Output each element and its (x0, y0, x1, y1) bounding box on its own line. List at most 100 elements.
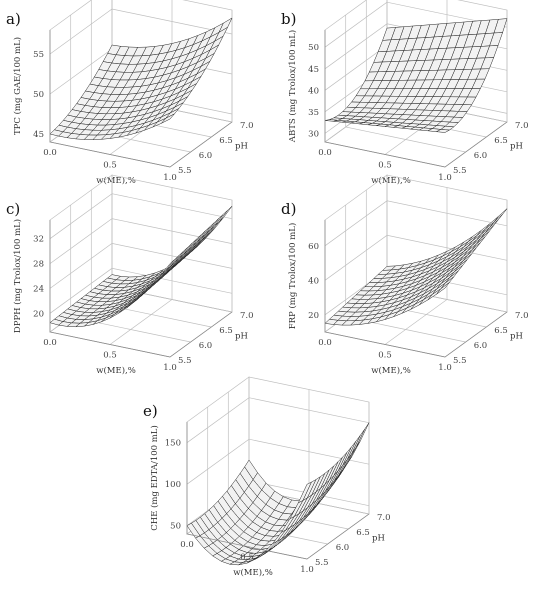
x-tick-label: 0.5 (378, 161, 392, 171)
x-tick-label: 1.0 (163, 173, 177, 183)
chart-panel-b: 30 35 40 45 50 0.0 0.5 1.0 5.5 6.0 6.5 7.0 w(ME),% pH… (275, 0, 545, 190)
surface-mesh (49, 205, 233, 328)
x-axis-title: w(ME),% (233, 567, 273, 578)
gridlines (49, 175, 233, 358)
y-axis-title: pH (235, 332, 248, 342)
z-tick-label: 28 (33, 260, 44, 270)
chart-panel-a: 45 50 55 0.0 0.5 1.0 5.5 6.0 6.5 7.0 w(ME),% pH TPC … (0, 0, 270, 190)
x-tick-label: 0.0 (318, 338, 332, 348)
chart-panel-d: 20 40 60 0.0 0.5 1.0 5.5 6.0 6.5 7.0 w(ME),% pH FRP … (275, 174, 545, 380)
mesh-cell (298, 481, 312, 503)
y-tick-label: 6.5 (219, 326, 233, 336)
y-tick-label: 6.0 (199, 151, 213, 161)
mesh-cell (161, 113, 175, 124)
front-edges (324, 30, 508, 168)
surface-chart-c: 202428320.00.51.05.56.06.57.0w(ME),%pHDP… (6, 174, 254, 376)
y-tick-label: 6.5 (356, 528, 370, 538)
surface-mesh (49, 17, 233, 140)
y-tick-label: 5.5 (453, 166, 467, 176)
y-tick-label: 6.5 (494, 136, 508, 146)
mesh-cell (436, 129, 450, 133)
z-tick-label: 50 (33, 90, 44, 100)
x-tick-label: 1.0 (438, 363, 452, 373)
y-axis-title: pH (510, 332, 523, 342)
x-tick-label: 1.0 (300, 565, 314, 575)
z-axis-title: ABTS (mg Trolox/100 mL) (287, 30, 298, 143)
x-axis-title: w(ME),% (371, 175, 411, 186)
chart-panel-c: 20 24 28 32 0.0 0.5 1.0 5.5 6.0 6.5 7.0 w(ME),% pH DP… (0, 174, 270, 380)
surface-chart-d: 2040600.00.51.05.56.06.57.0w(ME),%pHFRP … (281, 174, 529, 376)
y-axis-title: pH (372, 534, 385, 544)
y-tick-label: 7.0 (377, 513, 391, 523)
panel-label: b) (281, 10, 296, 28)
y-tick-label: 5.5 (178, 356, 192, 366)
y-tick-label: 5.5 (315, 558, 329, 568)
z-tick-label: 32 (33, 235, 44, 245)
x-tick-label: 0.0 (43, 148, 57, 158)
z-tick-label: 50 (308, 43, 319, 53)
x-tick-label: 0.5 (103, 161, 117, 171)
z-tick-label: 45 (33, 130, 44, 140)
y-tick-label: 6.0 (199, 341, 213, 351)
x-tick-label: 1.0 (163, 363, 177, 373)
y-tick-label: 6.0 (474, 151, 488, 161)
z-axis-title: TPC (mg GAE/100 mL) (12, 37, 23, 135)
z-tick-label: 35 (308, 108, 319, 118)
z-tick-label: 150 (165, 439, 181, 449)
panel-label: c) (6, 200, 20, 218)
y-tick-label: 7.0 (515, 121, 529, 131)
surface-chart-b: 30 35 40 45 50 0.0 0.5 1.05.5 6.0 6.5 7.0 w(ME),% pH… (281, 0, 529, 186)
front-edges (49, 30, 233, 168)
mesh-cell (161, 259, 175, 275)
z-tick-label: 45 (308, 65, 319, 75)
z-tick-label: 20 (308, 311, 319, 321)
x-tick-label: 0.5 (240, 553, 254, 563)
axis-box (49, 174, 233, 358)
z-tick-label: 55 (33, 50, 44, 60)
chart-panel-e: 50 100 150 0.0 0.5 1.0 5.5 6.0 6.5 7.0 w(ME),% pH CH… (137, 376, 407, 582)
y-tick-label: 6.0 (474, 341, 488, 351)
x-tick-label: 0.5 (103, 351, 117, 361)
surface-mesh (186, 422, 370, 566)
x-axis-title: w(ME),% (371, 365, 411, 376)
panel-label: d) (281, 200, 296, 218)
z-tick-label: 40 (308, 276, 319, 286)
z-axis-title: CHE (mg EDTA/100 mL) (149, 425, 160, 531)
y-tick-label: 5.5 (178, 166, 192, 176)
z-axis-title: DPPH (mg Trolox/100 mL) (12, 219, 23, 333)
panel-label: a) (6, 10, 21, 28)
front-edges (186, 422, 370, 560)
y-tick-label: 7.0 (515, 311, 529, 321)
x-tick-label: 0.0 (318, 148, 332, 158)
x-axis-title: w(ME),% (96, 365, 136, 376)
z-tick-label: 24 (33, 284, 44, 294)
surface-chart-e: 50 100 150 0.0 0.5 1.05.5 6.0 6.5 7.0 w(ME),% pH CH… (143, 376, 391, 578)
y-axis-title: pH (510, 142, 523, 152)
z-tick-label: 30 (308, 129, 319, 139)
x-tick-label: 0.0 (180, 540, 194, 550)
z-tick-label: 20 (33, 309, 44, 319)
x-axis-title: w(ME),% (96, 175, 136, 186)
front-edges (49, 220, 233, 358)
y-tick-label: 6.0 (336, 543, 350, 553)
x-tick-label: 0.0 (43, 338, 57, 348)
z-axis-title: FRP (mg Trolox/100 mL) (287, 223, 298, 330)
y-tick-label: 7.0 (240, 121, 254, 131)
surface-mesh (324, 18, 508, 133)
surface-mesh (324, 208, 508, 326)
y-tick-label: 6.5 (219, 136, 233, 146)
mesh-cell (436, 282, 450, 295)
front-edges (324, 220, 508, 358)
y-tick-label: 5.5 (453, 356, 467, 366)
y-axis-title: pH (235, 142, 248, 152)
z-tick-label: 40 (308, 86, 319, 96)
x-tick-label: 0.5 (378, 351, 392, 361)
surface-chart-a: 45 50 55 0.0 0.5 1.05.5 6.0 6.5 7.0 w(ME),% pH TPC … (6, 0, 254, 186)
z-tick-label: 60 (308, 242, 319, 252)
panel-label: e) (143, 402, 158, 420)
x-tick-label: 1.0 (438, 173, 452, 183)
z-tick-label: 100 (165, 480, 181, 490)
y-tick-label: 7.0 (240, 311, 254, 321)
y-tick-label: 6.5 (494, 326, 508, 336)
z-tick-label: 50 (170, 522, 181, 532)
